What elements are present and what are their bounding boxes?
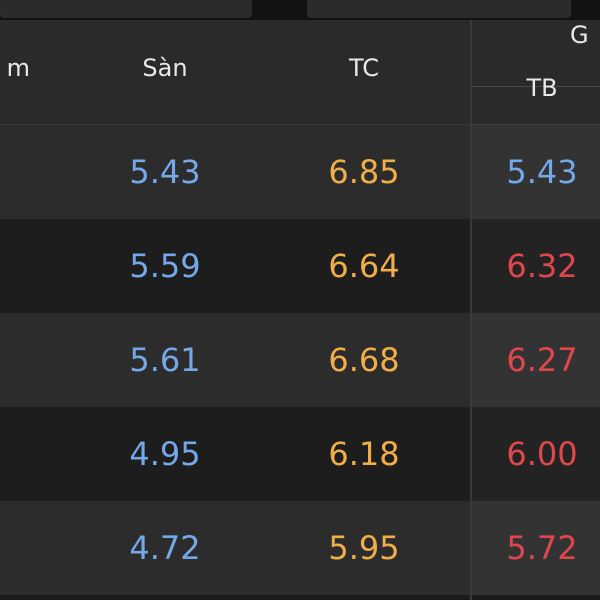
- table-row[interactable]: 5.59 6.64 6.32: [0, 219, 600, 313]
- top-tab-left[interactable]: [0, 0, 252, 18]
- floor-price-value: 5.61: [129, 341, 201, 379]
- floor-price-value: 5.59: [129, 247, 201, 285]
- right-pane-cell: [472, 501, 600, 595]
- table-row[interactable]: 4.95 6.18 6.00: [0, 407, 600, 501]
- floor-price-value: 5.43: [129, 153, 201, 191]
- average-price-value: 5.72: [506, 529, 578, 567]
- top-tab-right[interactable]: [307, 0, 571, 18]
- column-group-divider: [470, 20, 472, 600]
- reference-price-value: 6.18: [328, 435, 400, 473]
- floor-price-value: 4.72: [129, 529, 201, 567]
- table-header: m Sàn TC G TB: [0, 20, 600, 125]
- table-row[interactable]: 5.61 6.68 6.27: [0, 313, 600, 407]
- header-group-divider: [472, 86, 600, 87]
- right-pane-cell: [472, 407, 600, 501]
- header-group-cut-off: G: [570, 21, 589, 49]
- average-price-value: 6.27: [506, 341, 578, 379]
- header-reference-price[interactable]: TC: [348, 54, 379, 82]
- floor-price-value: 4.95: [129, 435, 201, 473]
- average-price-value: 6.00: [506, 435, 578, 473]
- header-floor-price[interactable]: Sàn: [142, 54, 188, 82]
- top-strip: [0, 0, 600, 20]
- reference-price-value: 6.85: [328, 153, 400, 191]
- reference-price-value: 6.64: [328, 247, 400, 285]
- right-pane-cell: [472, 219, 600, 313]
- right-pane-cell: [472, 313, 600, 407]
- table-row[interactable]: 4.72 5.95 5.72: [0, 501, 600, 595]
- reference-price-value: 5.95: [328, 529, 400, 567]
- header-cut-off-column: m: [6, 54, 30, 82]
- average-price-value: 6.32: [506, 247, 578, 285]
- average-price-value: 5.43: [506, 153, 578, 191]
- table-row[interactable]: 5.43 6.85 5.43: [0, 125, 600, 219]
- reference-price-value: 6.68: [328, 341, 400, 379]
- right-pane-cell: [472, 125, 600, 219]
- header-average-price[interactable]: TB: [526, 74, 558, 102]
